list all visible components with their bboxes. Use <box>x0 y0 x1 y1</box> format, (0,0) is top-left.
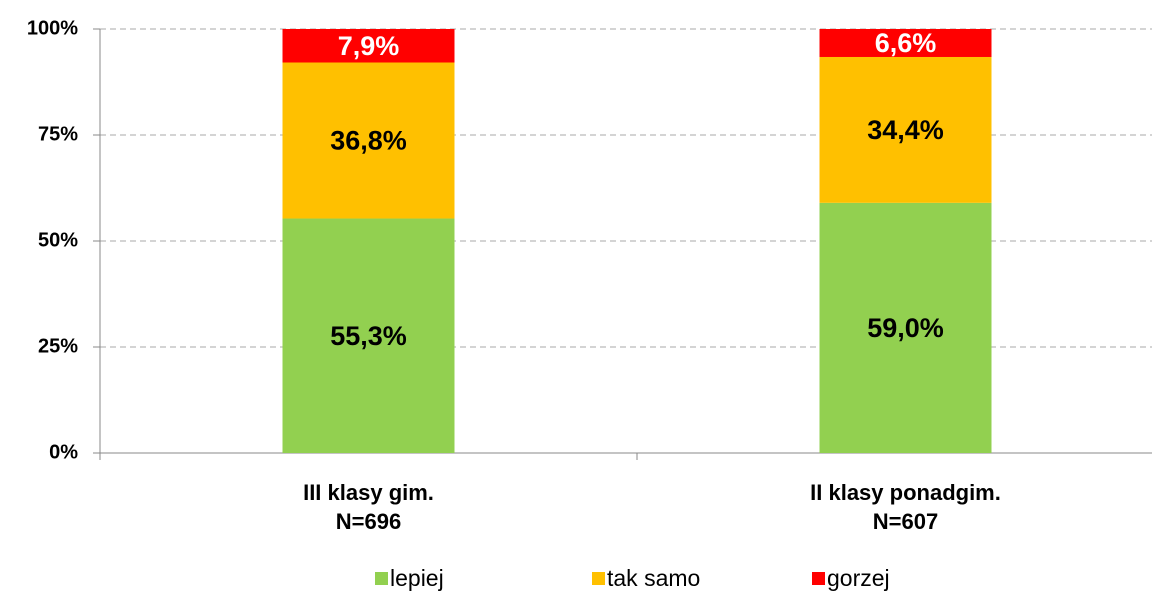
bar-segment <box>819 29 992 57</box>
data-label: 36,8% <box>330 126 407 156</box>
bar-segment <box>819 202 992 453</box>
bar-segment <box>282 218 455 453</box>
bar-segment <box>282 62 455 219</box>
data-label: 6,6% <box>875 28 937 58</box>
x-tick-label: III klasy gim. <box>303 480 434 505</box>
bar-segment <box>282 29 455 63</box>
x-tick-label: N=696 <box>336 509 401 534</box>
y-tick-label: 50% <box>38 229 78 251</box>
y-tick-label: 100% <box>27 17 78 39</box>
data-label: 59,0% <box>867 313 944 343</box>
legend-swatch <box>375 572 388 585</box>
y-tick-label: 0% <box>49 441 78 463</box>
bar-segment <box>819 56 992 203</box>
y-tick-label: 25% <box>38 335 78 357</box>
legend-label: tak samo <box>607 565 700 591</box>
y-tick-label: 75% <box>38 123 78 145</box>
legend-label: lepiej <box>390 565 444 591</box>
data-label: 7,9% <box>338 31 400 61</box>
legend-label: gorzej <box>827 565 890 591</box>
legend-swatch <box>592 572 605 585</box>
data-label: 34,4% <box>867 115 944 145</box>
x-tick-label: II klasy ponadgim. <box>810 480 1001 505</box>
x-tick-label: N=607 <box>873 509 938 534</box>
legend-swatch <box>812 572 825 585</box>
data-label: 55,3% <box>330 321 407 351</box>
